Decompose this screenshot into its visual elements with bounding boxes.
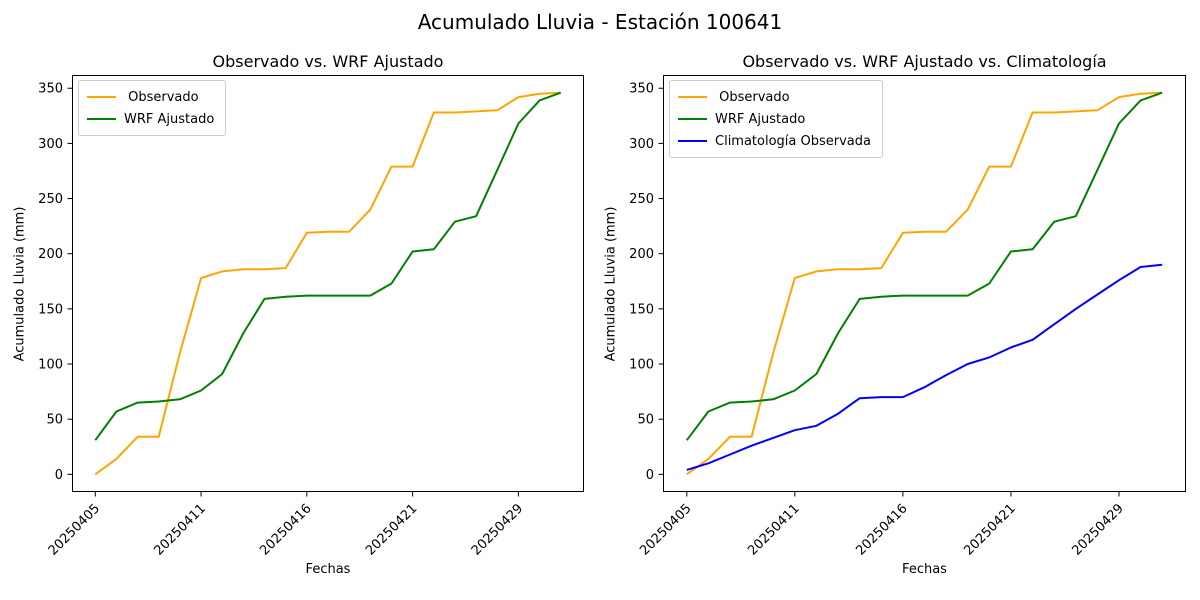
legend-entry-climatolog-a-observada: Climatología Observada — [678, 130, 871, 152]
y-tick-label: 250 — [38, 192, 63, 207]
y-tick-label: 300 — [629, 137, 654, 152]
subplot-1: 0 50 100 150 200 250 300 350 20250405 20250411 202… — [38, 75, 584, 559]
legend: Observado WRF Ajustado — [78, 80, 227, 136]
y-tick-label: 0 — [55, 468, 63, 483]
y-axis-label: Acumulado Lluvia (mm) — [12, 206, 28, 361]
legend-entry-observado: Observado — [87, 86, 214, 108]
x-tick-label: 20250421 — [961, 501, 1018, 558]
figure-title: Acumulado Lluvia - Estación 100641 — [417, 10, 783, 34]
legend-line-swatch-observado — [678, 96, 707, 98]
legend-entry-wrf-ajustado: WRF Ajustado — [87, 108, 214, 130]
legend-label: Climatología Observada — [715, 133, 871, 149]
legend-line-swatch-wrf-ajustado — [678, 118, 707, 120]
legend-entry-wrf-ajustado: WRF Ajustado — [678, 108, 871, 130]
series-line-observado — [686, 91, 1163, 476]
subplot-title: Observado vs. WRF Ajustado — [212, 52, 444, 71]
legend-label: Observado — [715, 89, 790, 105]
legend-entry-observado: Observado — [678, 86, 871, 108]
x-tick-label: 20250416 — [853, 501, 910, 558]
subplot-title: Observado vs. WRF Ajustado vs. Climatolo… — [742, 52, 1107, 71]
series-line-climatolog-a-observada — [686, 263, 1163, 471]
legend-label: WRF Ajustado — [715, 111, 806, 127]
legend-label: Observado — [124, 89, 199, 105]
legend-line-swatch-wrf-ajustado — [87, 118, 116, 120]
y-tick-label: 100 — [38, 358, 63, 373]
series-line-wrf-ajustado — [94, 91, 562, 441]
x-tick-label: 20250421 — [363, 501, 420, 558]
legend-line-swatch-climatolog-a-observada — [678, 140, 707, 142]
x-tick-label: 20250405 — [46, 501, 103, 558]
y-tick-label: 350 — [629, 82, 654, 97]
y-tick-label: 50 — [637, 413, 654, 428]
y-tick-label: 250 — [629, 192, 654, 207]
legend-label: WRF Ajustado — [124, 111, 215, 127]
x-tick-label: 20250429 — [469, 501, 526, 558]
y-tick-label: 200 — [38, 247, 63, 262]
legend-line-swatch-observado — [87, 96, 116, 98]
y-tick-label: 350 — [38, 82, 63, 97]
x-tick-label: 20250416 — [257, 501, 314, 558]
axes-spines — [663, 75, 1186, 492]
y-tick-label: 100 — [629, 358, 654, 373]
y-tick-label: 300 — [38, 137, 63, 152]
x-axis-label: Fechas — [902, 562, 947, 577]
y-tick-label: 150 — [38, 302, 63, 317]
x-tick-label: 20250405 — [637, 501, 694, 558]
x-tick-label: 20250429 — [1069, 501, 1126, 558]
x-tick-label: 20250411 — [745, 501, 802, 558]
y-tick-label: 50 — [46, 413, 63, 428]
x-axis-label: Fechas — [305, 562, 351, 577]
x-tick-label: 20250411 — [151, 501, 208, 558]
series-line-observado — [94, 91, 561, 476]
legend: Observado WRF Ajustado Climatología Observ… — [669, 80, 883, 158]
y-tick-label: 150 — [629, 302, 654, 317]
y-axis-label: Acumulado Lluvia (mm) — [603, 206, 619, 361]
axes-spines — [72, 75, 584, 492]
y-tick-label: 200 — [629, 247, 654, 262]
y-tick-label: 0 — [646, 468, 654, 483]
series-line-wrf-ajustado — [686, 91, 1163, 441]
